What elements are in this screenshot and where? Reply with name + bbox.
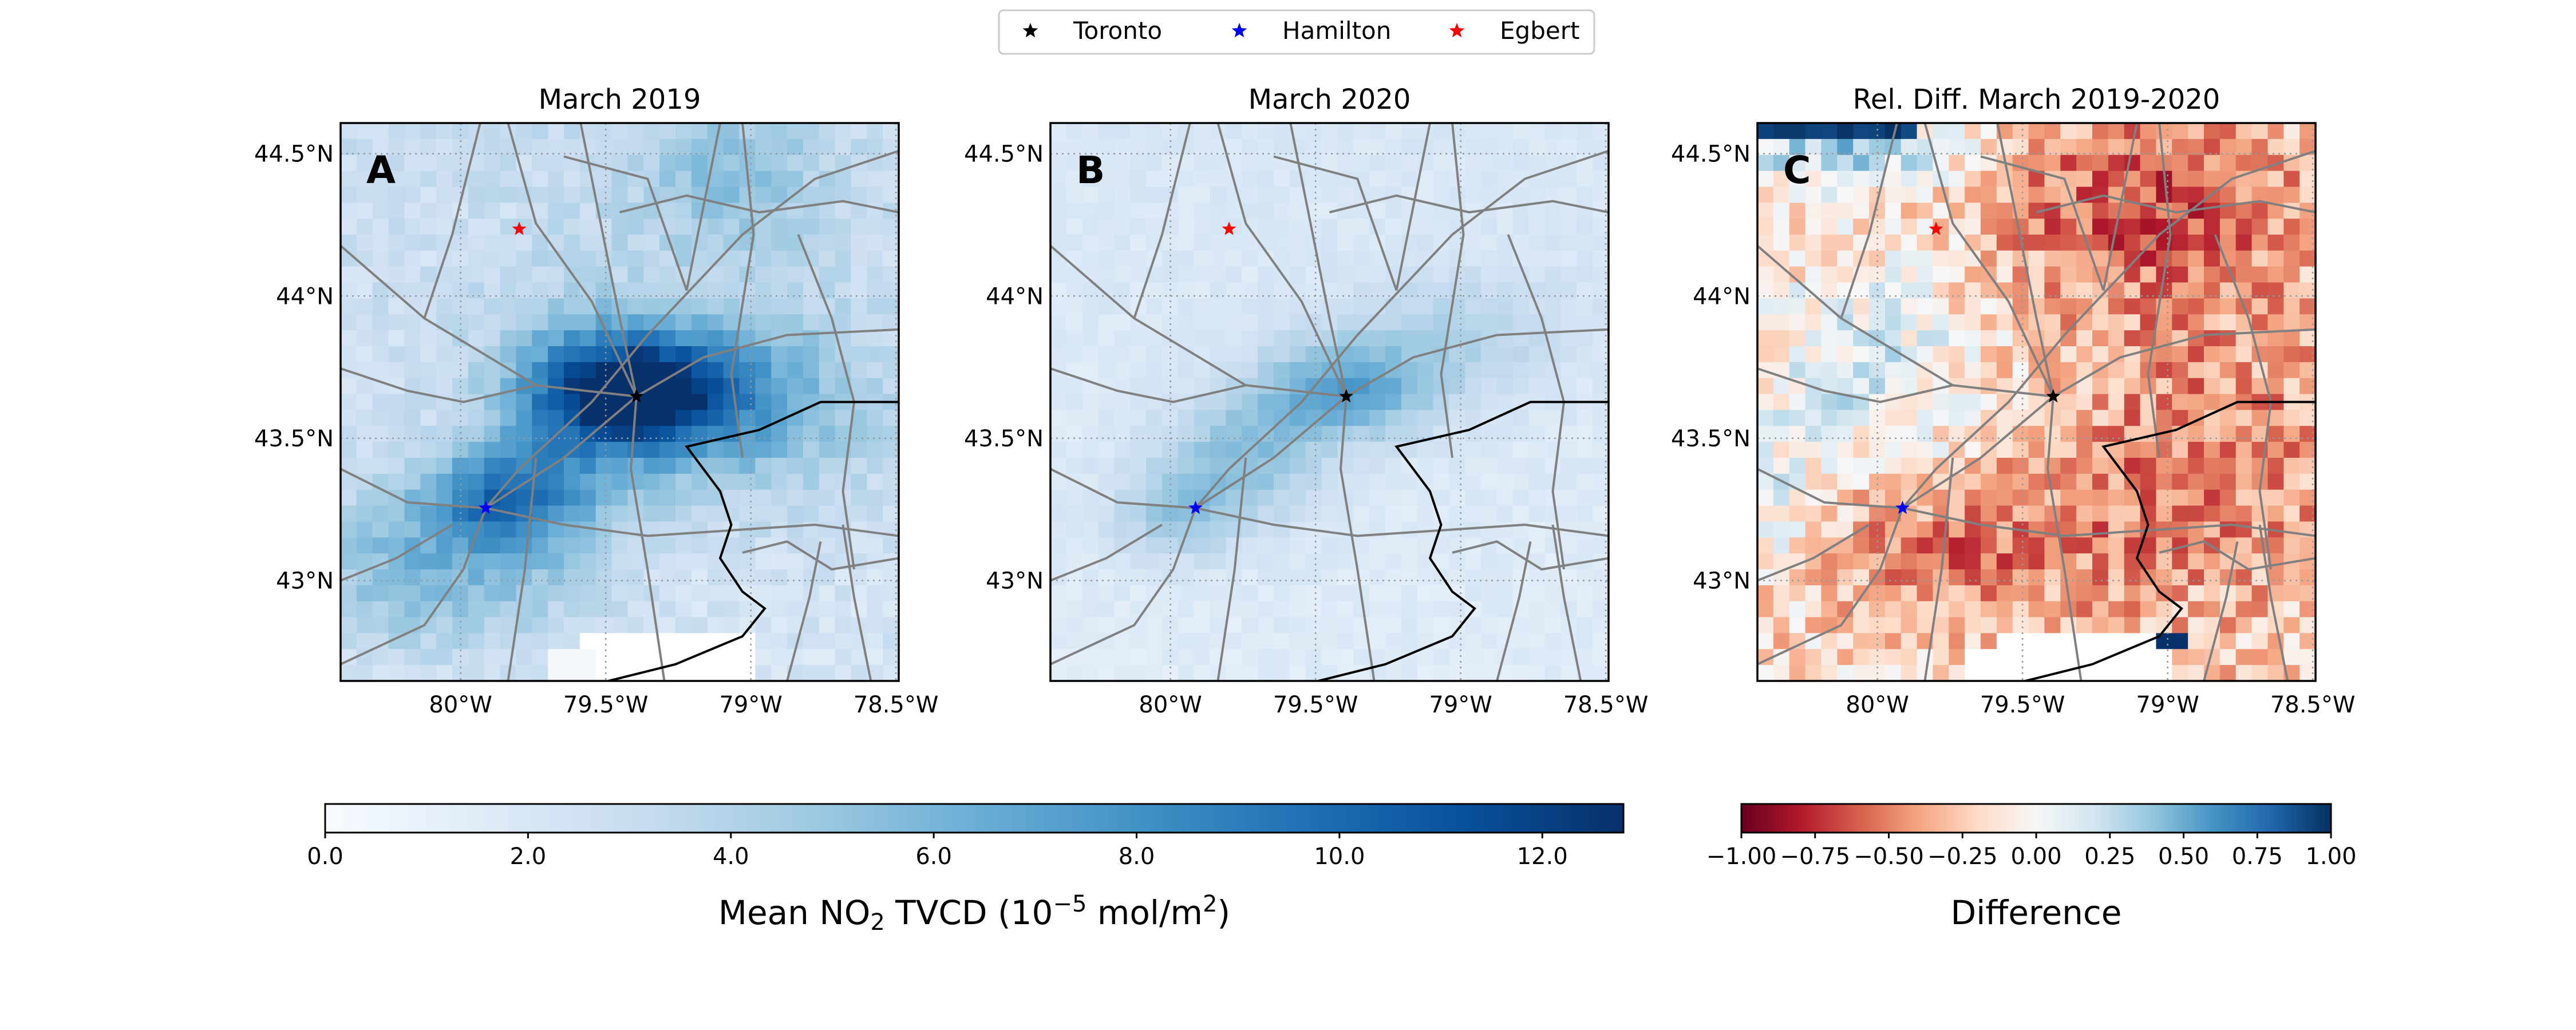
x-tick-label: 80°W [1846,692,1909,718]
site-marker-toronto [2046,389,2061,403]
legend-label: Toronto [1073,17,1162,45]
x-tick-label: 79.5°W [563,692,649,718]
legend-star-icon [1449,23,1465,38]
colorbar-tick-label: 12.0 [1517,843,1568,870]
y-tick-label: 44°N [276,283,334,310]
colorbar-tick-label: 0.75 [2232,843,2283,870]
colorbar-label: Difference [1950,893,2121,932]
colorbar-gradient [1740,803,2332,834]
y-tick-label: 43.5°N [964,426,1044,452]
legend-entry-hamilton: Hamilton [1231,17,1391,45]
colorbar-tick-label: −0.75 [1780,843,1850,870]
y-tick-label: 43.5°N [1671,426,1751,452]
y-tick-label: 44°N [1693,283,1751,310]
panel-title: March 2020 [1249,84,1411,116]
colorbar-tick-label: 0.0 [307,843,343,870]
site-marker-toronto [629,389,644,403]
colorbar-tick-label: 1.00 [2305,843,2356,870]
y-tick-label: 43°N [276,568,334,595]
y-tick-label: 44°N [986,283,1044,310]
panel-label: B [1076,148,1105,192]
colorbar-tick-label: 4.0 [713,843,749,870]
x-tick-label: 79°W [1429,692,1492,718]
colorbar-tick-label: −1.00 [1706,843,1777,870]
colorbar-difference: −1.00 −0.75 −0.50 −0.25 0.00 0.25 0.50 0.75 1.00… [1706,803,2357,932]
site-marker-hamilton [479,500,493,514]
x-tick-label: 79°W [2136,692,2199,718]
colorbar-tick-label: 10.0 [1314,843,1365,870]
colorbar-tick-label: −0.25 [1927,843,1998,870]
border-line [2025,401,2316,681]
panel-title: March 2019 [539,84,701,116]
map-panel-b: March 2020 B 44.5°N 44°N 43.5°N 43°N 80°W 79.5°… [964,84,1648,718]
x-tick-label: 79°W [719,692,782,718]
colorbar-tick-label: 0.50 [2158,843,2209,870]
legend-star-icon [1022,23,1038,38]
colorbar-label: Mean NO2 TVCD (10−5 mol/m2) [718,891,1230,936]
panel-label: A [366,148,396,192]
legend-star-icon [1231,23,1247,38]
colorbar-no2: 0.0 2.0 4.0 6.0 8.0 10.0 12.0 Mean NO2 TVCD (10… [307,803,1625,936]
panel-frame [1756,122,2317,682]
y-tick-label: 43.5°N [254,426,334,452]
y-tick-label: 44.5°N [1671,141,1751,168]
heatmap-cells [341,123,899,681]
x-tick-label: 78.5°W [2270,692,2356,718]
x-tick-label: 78.5°W [854,692,939,718]
legend-entry-egbert: Egbert [1449,17,1579,45]
y-tick-label: 44.5°N [964,141,1044,168]
road-network [1050,123,1609,681]
panel-frame [339,122,900,682]
x-tick-label: 80°W [1139,692,1202,718]
panel-frame [1049,122,1610,682]
y-tick-label: 43°N [986,568,1044,595]
colorbar-tick-label: 0.25 [2084,843,2135,870]
colorbar-tick-label: −0.50 [1854,843,1924,870]
map-panel-a: March 2019 A 44.5°N 44°N 43.5°N 43°N 80°W 79.5°… [254,84,938,718]
border-line [1318,401,1609,681]
y-tick-label: 43°N [1693,568,1751,595]
heatmap-cells [1050,123,1609,681]
site-marker-egbert [512,221,527,235]
border-line [608,401,899,681]
colorbar-gradient [324,803,1625,834]
legend: Toronto Hamilton Egbert [998,9,1595,55]
panel-label: C [1783,148,1811,192]
site-marker-toronto [1339,389,1354,403]
y-tick-label: 44.5°N [254,141,334,168]
x-tick-label: 79.5°W [1980,692,2065,718]
gridlines [341,123,899,681]
colorbar-tick-label: 6.0 [915,843,952,870]
colorbar-tick-label: 2.0 [510,843,547,870]
x-tick-label: 80°W [429,692,492,718]
heatmap-cells [1757,123,2316,681]
site-marker-egbert [1222,221,1236,235]
legend-entry-toronto: Toronto [1022,17,1162,45]
map-panel-c: Rel. Diff. March 2019-2020 C 44.5°N 44°N 43.… [1671,84,2355,718]
panel-title: Rel. Diff. March 2019-2020 [1853,84,2221,116]
colorbar-tick-label: 8.0 [1119,843,1155,870]
colorbar-tick-label: 0.00 [2010,843,2061,870]
x-tick-label: 78.5°W [1563,692,1649,718]
site-marker-hamilton [1188,500,1203,514]
legend-frame [998,9,1595,55]
x-tick-label: 79.5°W [1273,692,1358,718]
site-marker-hamilton [1895,500,1910,514]
site-marker-egbert [1929,221,1943,235]
legend-label: Hamilton [1282,17,1391,45]
legend-label: Egbert [1500,17,1579,45]
